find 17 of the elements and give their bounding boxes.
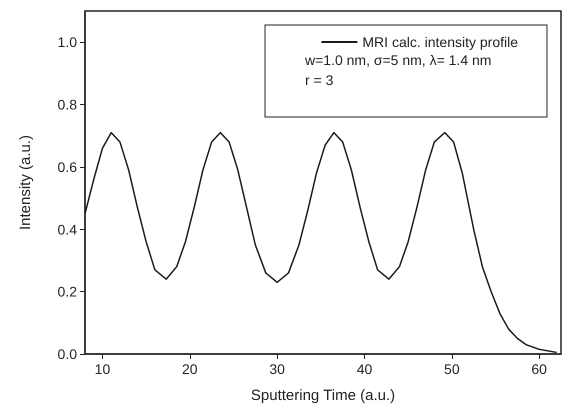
x-tick-label: 20 — [182, 361, 198, 377]
y-tick-label: 0.6 — [58, 158, 78, 175]
y-tick-label: 0.2 — [58, 284, 78, 300]
y-tick-label: 0.8 — [58, 96, 78, 113]
x-tick-label: 30 — [269, 361, 286, 377]
legend-label: MRI calc. intensity profile — [362, 34, 518, 50]
y-axis-title: Intensity (a.u.) — [17, 134, 34, 230]
x-axis-title: Sputtering Time (a.u.) — [250, 387, 396, 404]
annotation: w=1.0 nm, σ=5 nm, λ= 1.4 nm — [304, 52, 492, 68]
annotation: r = 3 — [305, 72, 334, 88]
x-tick-label: 10 — [94, 361, 110, 377]
y-tick-label: 1.0 — [58, 34, 78, 50]
y-tick-label: 0.4 — [58, 221, 78, 238]
x-tick-label: 40 — [356, 361, 372, 377]
x-tick-label: 60 — [531, 361, 548, 377]
y-tick-label: 0.0 — [58, 346, 78, 362]
x-tick-label: 50 — [444, 361, 460, 377]
